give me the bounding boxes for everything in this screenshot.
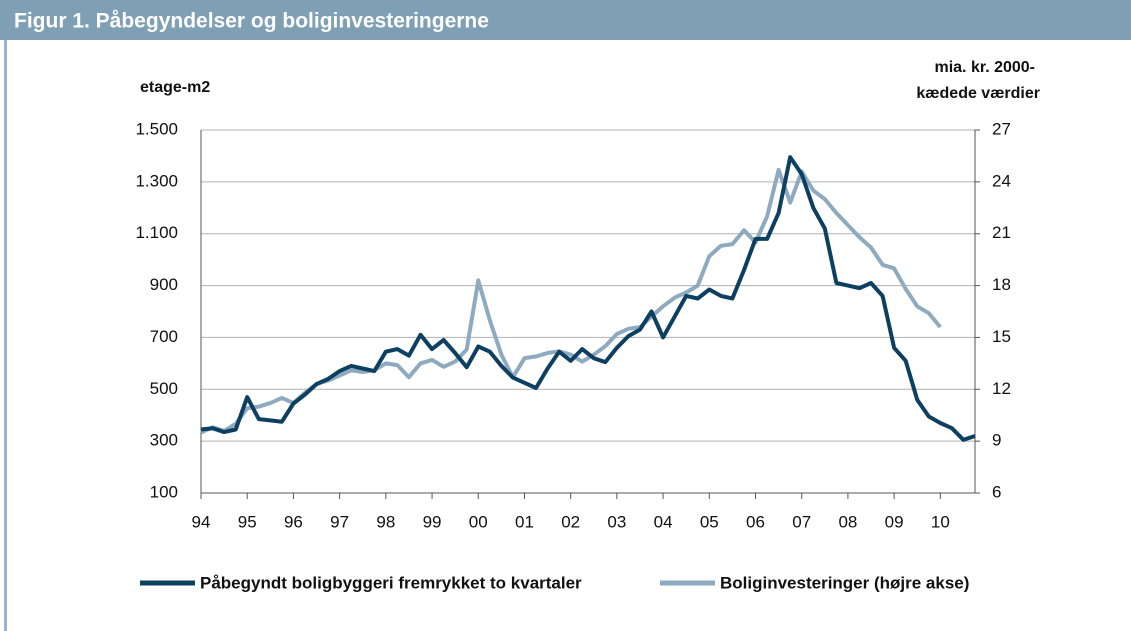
x-tick-label: 03 (607, 512, 626, 531)
x-tick-label: 97 (330, 512, 349, 531)
chart-title: Figur 1. Påbegyndelser og boliginvesteri… (14, 10, 489, 33)
x-tick-label: 07 (792, 512, 811, 531)
y-tick-label: 1.300 (135, 171, 178, 190)
x-tick-label: 94 (192, 512, 211, 531)
x-tick-label: 06 (746, 512, 765, 531)
y-tick-label: 1.100 (135, 223, 178, 242)
x-tick-label: 02 (561, 512, 580, 531)
series-line (200, 155, 976, 442)
y2-tick-label: 18 (992, 275, 1011, 294)
y2-tick-label: 12 (992, 379, 1011, 398)
legend-label: Boliginvesteringer (højre akse) (720, 573, 969, 592)
y2-axis-label: mia. kr. 2000- (934, 59, 1035, 76)
x-tick-label: 00 (469, 512, 488, 531)
y2-tick-label: 6 (992, 482, 1001, 501)
x-tick-label: 05 (700, 512, 719, 531)
x-tick-label: 08 (838, 512, 857, 531)
x-tick-label: 04 (654, 512, 673, 531)
series-line (200, 167, 942, 435)
y-tick-label: 900 (150, 275, 178, 294)
frame-left (4, 40, 7, 631)
y2-tick-label: 27 (992, 119, 1011, 138)
y2-tick-label: 24 (992, 171, 1011, 190)
y2-tick-label: 21 (992, 223, 1011, 242)
x-tick-label: 10 (931, 512, 950, 531)
y-tick-label: 1.500 (135, 119, 178, 138)
y-tick-label: 100 (150, 482, 178, 501)
y-tick-label: 700 (150, 327, 178, 346)
header-bar (0, 0, 1131, 40)
y-tick-label: 500 (150, 379, 178, 398)
y2-axis-label: kædede værdier (916, 85, 1040, 102)
x-tick-label: 99 (423, 512, 442, 531)
x-tick-label: 98 (376, 512, 395, 531)
y-axis-label: etage-m2 (140, 79, 210, 96)
y2-tick-label: 15 (992, 327, 1011, 346)
x-tick-label: 09 (885, 512, 904, 531)
x-tick-label: 95 (238, 512, 257, 531)
x-tick-label: 96 (284, 512, 303, 531)
y-tick-label: 300 (150, 431, 178, 450)
x-tick-label: 01 (515, 512, 534, 531)
legend-label: Påbegyndt boligbyggeri fremrykket to kva… (200, 573, 582, 592)
y2-tick-label: 9 (992, 431, 1001, 450)
